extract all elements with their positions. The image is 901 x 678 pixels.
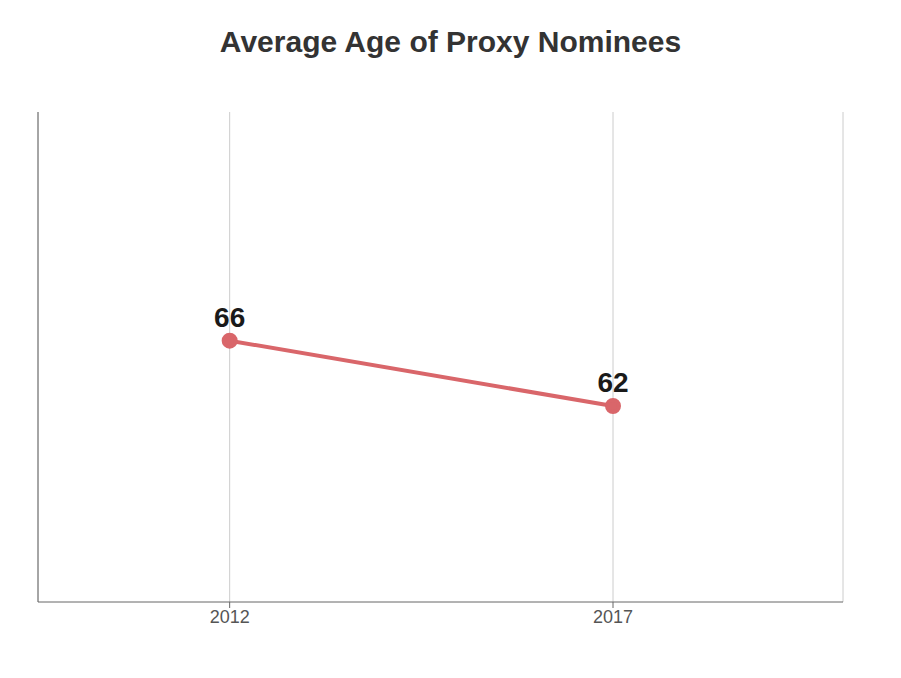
svg-text:66: 66 <box>214 302 245 333</box>
html-text:Average Age of Proxy Nominees: Average Age of Proxy Nominees <box>219 25 682 58</box>
svg-text:62: 62 <box>597 367 628 398</box>
svg-text:2017: 2017 <box>593 607 633 627</box>
svg-text:2012: 2012 <box>210 607 250 627</box>
